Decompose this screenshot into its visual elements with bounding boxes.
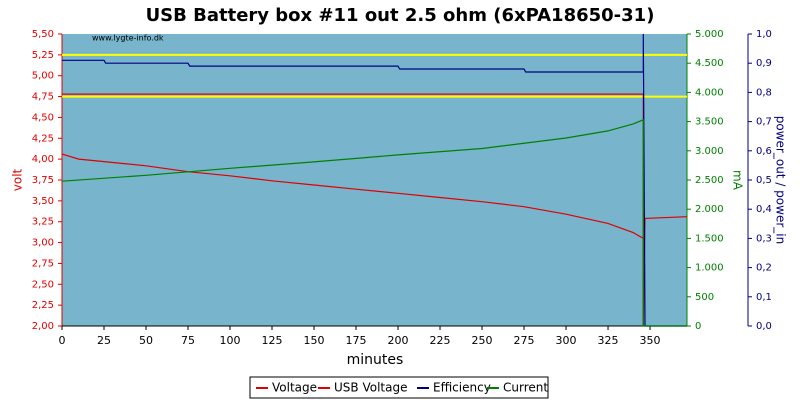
x-tick-label: 225	[430, 334, 451, 347]
y-tick-label: 4,50	[32, 112, 54, 123]
x-tick-label: 100	[220, 334, 241, 347]
x-axis-label: minutes	[347, 352, 404, 368]
series-line	[61, 153, 688, 327]
series-line	[61, 118, 687, 327]
x-tick-label: 350	[640, 334, 661, 347]
watermark: www.lygte-info.dk	[92, 34, 164, 43]
y3-tick-label: 0,0	[756, 321, 772, 332]
y2-tick-label: 3.500	[695, 117, 724, 128]
y3-tick-label: 0,4	[756, 204, 772, 215]
y-tick-label: 2,00	[32, 321, 54, 332]
y3-tick-label: 0,6	[756, 146, 772, 157]
y2-tick-label: 1.000	[695, 263, 724, 274]
x-tick-label: 250	[472, 334, 493, 347]
x-tick-label: 0	[59, 334, 66, 347]
y-tick-label: 5,25	[32, 50, 54, 61]
legend-label: Current	[503, 381, 548, 395]
series-line	[62, 33, 687, 327]
y3-axis-label: power_out / power_in	[774, 116, 788, 244]
chart-title: USB Battery box #11 out 2.5 ohm (6xPA186…	[146, 5, 655, 26]
x-tick-label: 300	[556, 334, 577, 347]
x-tick-label: 150	[304, 334, 325, 347]
legend-label: Efficiency	[433, 381, 491, 395]
plot-area	[62, 34, 687, 326]
y-tick-label: 4,25	[32, 133, 54, 144]
x-tick-label: 125	[262, 334, 283, 347]
y2-tick-label: 500	[695, 292, 714, 303]
x-tick-label: 325	[598, 334, 619, 347]
y-axis-label: volt	[11, 168, 25, 191]
y2-tick-label: 5.000	[695, 29, 724, 40]
y2-tick-label: 0	[695, 321, 701, 332]
y3-tick-label: 0,3	[756, 233, 772, 244]
legend-box	[249, 376, 549, 399]
y-tick-label: 3,25	[32, 217, 54, 228]
y-tick-label: 5,00	[32, 71, 54, 82]
y3-tick-label: 1,0	[756, 29, 772, 40]
x-tick-label: 25	[97, 334, 111, 347]
y-tick-label: 2,75	[32, 258, 54, 269]
y3-tick-label: 0,2	[756, 263, 772, 274]
y-tick-label: 3,75	[32, 175, 54, 186]
y-tick-label: 2,50	[32, 279, 54, 290]
y-tick-label: 5,50	[32, 29, 54, 40]
y2-tick-label: 4.000	[695, 87, 724, 98]
y3-tick-label: 0,1	[756, 292, 772, 303]
y-tick-label: 2,25	[32, 300, 54, 311]
y2-tick-label: 2.000	[695, 204, 724, 215]
y3-tick-label: 0,5	[756, 175, 772, 186]
y-tick-label: 3,50	[32, 196, 54, 207]
legend-label: Voltage	[272, 381, 317, 395]
x-tick-label: 50	[139, 334, 153, 347]
x-tick-label: 175	[346, 334, 367, 347]
y2-tick-label: 4.500	[695, 58, 724, 69]
y3-tick-label: 0,8	[756, 87, 772, 98]
y2-tick-label: 1.500	[695, 233, 724, 244]
y-tick-label: 4,75	[32, 92, 54, 103]
y2-tick-label: 2.500	[695, 175, 724, 186]
x-tick-label: 75	[181, 334, 195, 347]
y2-tick-label: 3.000	[695, 146, 724, 157]
y3-tick-label: 0,9	[756, 58, 772, 69]
legend-label: USB Voltage	[334, 381, 407, 395]
y-tick-label: 3,00	[32, 238, 54, 249]
x-tick-label: 275	[514, 334, 535, 347]
y2-axis-label: mA	[731, 170, 745, 191]
y3-tick-label: 0,7	[756, 117, 772, 128]
y-tick-label: 4,00	[32, 154, 54, 165]
x-tick-label: 200	[388, 334, 409, 347]
